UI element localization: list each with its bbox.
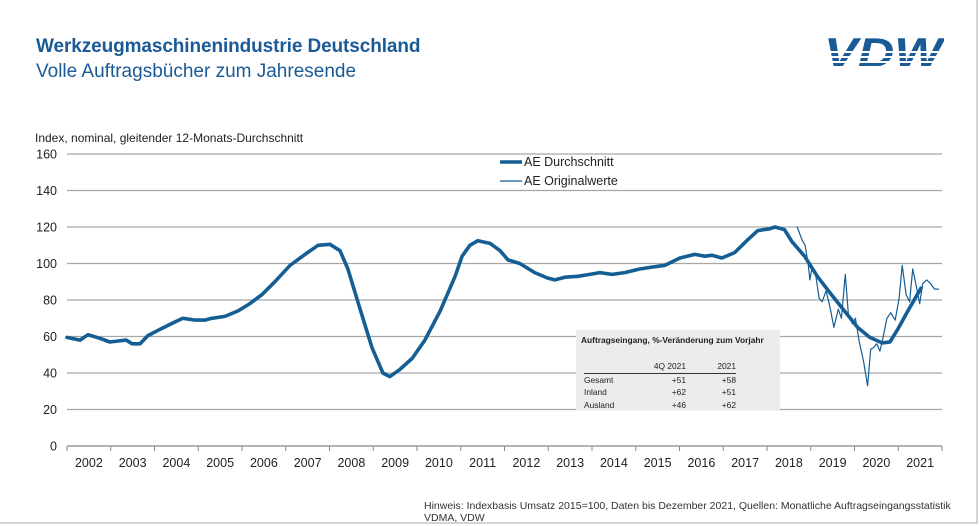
table-header-q4: 4Q 2021 <box>642 360 686 374</box>
row-q4-value: +46 <box>671 399 686 410</box>
series-line-ae-originalwerte <box>796 226 940 387</box>
table-header-year: 2021 <box>686 360 736 374</box>
table-header-label <box>584 360 642 374</box>
row-label: Gesamt <box>584 374 614 385</box>
x-tick-label-2019: 2019 <box>819 456 847 470</box>
y-tick-label-120: 120 <box>36 221 57 235</box>
x-tick-label-2010: 2010 <box>425 456 453 470</box>
row-label: Ausland <box>584 399 615 410</box>
x-tick-label-2007: 2007 <box>294 456 322 470</box>
y-axis-label: Index, nominal, gleitender 12-Monats-Dur… <box>35 131 304 145</box>
table-row: Gesamt +51 +58 <box>584 373 736 386</box>
x-tick-label-2021: 2021 <box>906 456 934 470</box>
x-tick-label-2018: 2018 <box>775 456 803 470</box>
y-tick-label-80: 80 <box>43 294 57 308</box>
table-row: Ausland +46 +62 <box>584 399 736 412</box>
series-line-ae-durchschnitt <box>65 225 923 379</box>
row-year-value: +62 <box>721 399 736 410</box>
source-note: Hinweis: Indexbasis Umsatz 2015=100, Dat… <box>424 500 951 524</box>
x-tick-label-2014: 2014 <box>600 456 628 470</box>
legend-label-durchschnitt: AE Durchschnitt <box>524 155 614 169</box>
table-row: Inland +62 +51 <box>584 386 736 399</box>
row-year-value: +51 <box>721 387 736 398</box>
y-tick-labels: 0 20 40 60 80 100 120 140 160 <box>36 148 57 454</box>
x-tick-label-2020: 2020 <box>862 456 890 470</box>
legend-label-originalwerte: AE Originalwerte <box>524 174 618 188</box>
y-tick-label-140: 140 <box>36 184 57 198</box>
x-tick-label-2002: 2002 <box>75 456 103 470</box>
x-tick-label-2017: 2017 <box>731 456 759 470</box>
y-tick-label-20: 20 <box>43 403 57 417</box>
x-tick-label-2003: 2003 <box>119 456 147 470</box>
x-tick-label-2011: 2011 <box>469 456 496 470</box>
x-tick-labels: 2002 2003 2004 2005 2006 2007 2008 2009 2010 2011… <box>75 456 934 470</box>
x-tick-label-2015: 2015 <box>644 456 672 470</box>
row-q4-value: +62 <box>671 387 686 398</box>
table: 4Q 2021 2021 Gesamt +51 +58 Inland +62 +… <box>584 360 736 411</box>
order-intake-table: Auftragseingang, %-Veränderung zum Vorja… <box>576 330 780 410</box>
y-tick-label-160: 160 <box>36 148 57 162</box>
x-axis <box>66 445 943 451</box>
y-tick-label-60: 60 <box>43 330 57 344</box>
x-tick-label-2012: 2012 <box>512 456 540 470</box>
row-label: Inland <box>584 387 607 398</box>
page-subtitle: Volle Auftragsbücher zum Jahresende <box>36 61 357 82</box>
x-tick-label-2006: 2006 <box>250 456 278 470</box>
y-tick-label-40: 40 <box>43 367 57 381</box>
x-tick-label-2008: 2008 <box>337 456 365 470</box>
page-title: Werkzeugmaschinenindustrie Deutschland <box>36 36 421 57</box>
x-tick-label-2009: 2009 <box>381 456 409 470</box>
y-tick-label-0: 0 <box>50 440 57 454</box>
series-lines <box>65 225 940 387</box>
y-tick-label-100: 100 <box>36 257 57 271</box>
row-year-value: +58 <box>721 374 736 385</box>
x-tick-label-2005: 2005 <box>206 456 234 470</box>
table-title: Auftragseingang, %-Veränderung zum Vorja… <box>581 335 764 345</box>
x-tick-label-2013: 2013 <box>556 456 584 470</box>
x-tick-label-2004: 2004 <box>162 456 190 470</box>
x-tick-label-2016: 2016 <box>687 456 715 470</box>
vdw-logo: VDW <box>824 34 944 70</box>
row-q4-value: +51 <box>671 374 686 385</box>
legend: AE Durchschnitt AE Originalwerte <box>500 155 618 188</box>
gridlines <box>67 153 942 411</box>
table-header-row: 4Q 2021 2021 <box>584 360 736 374</box>
